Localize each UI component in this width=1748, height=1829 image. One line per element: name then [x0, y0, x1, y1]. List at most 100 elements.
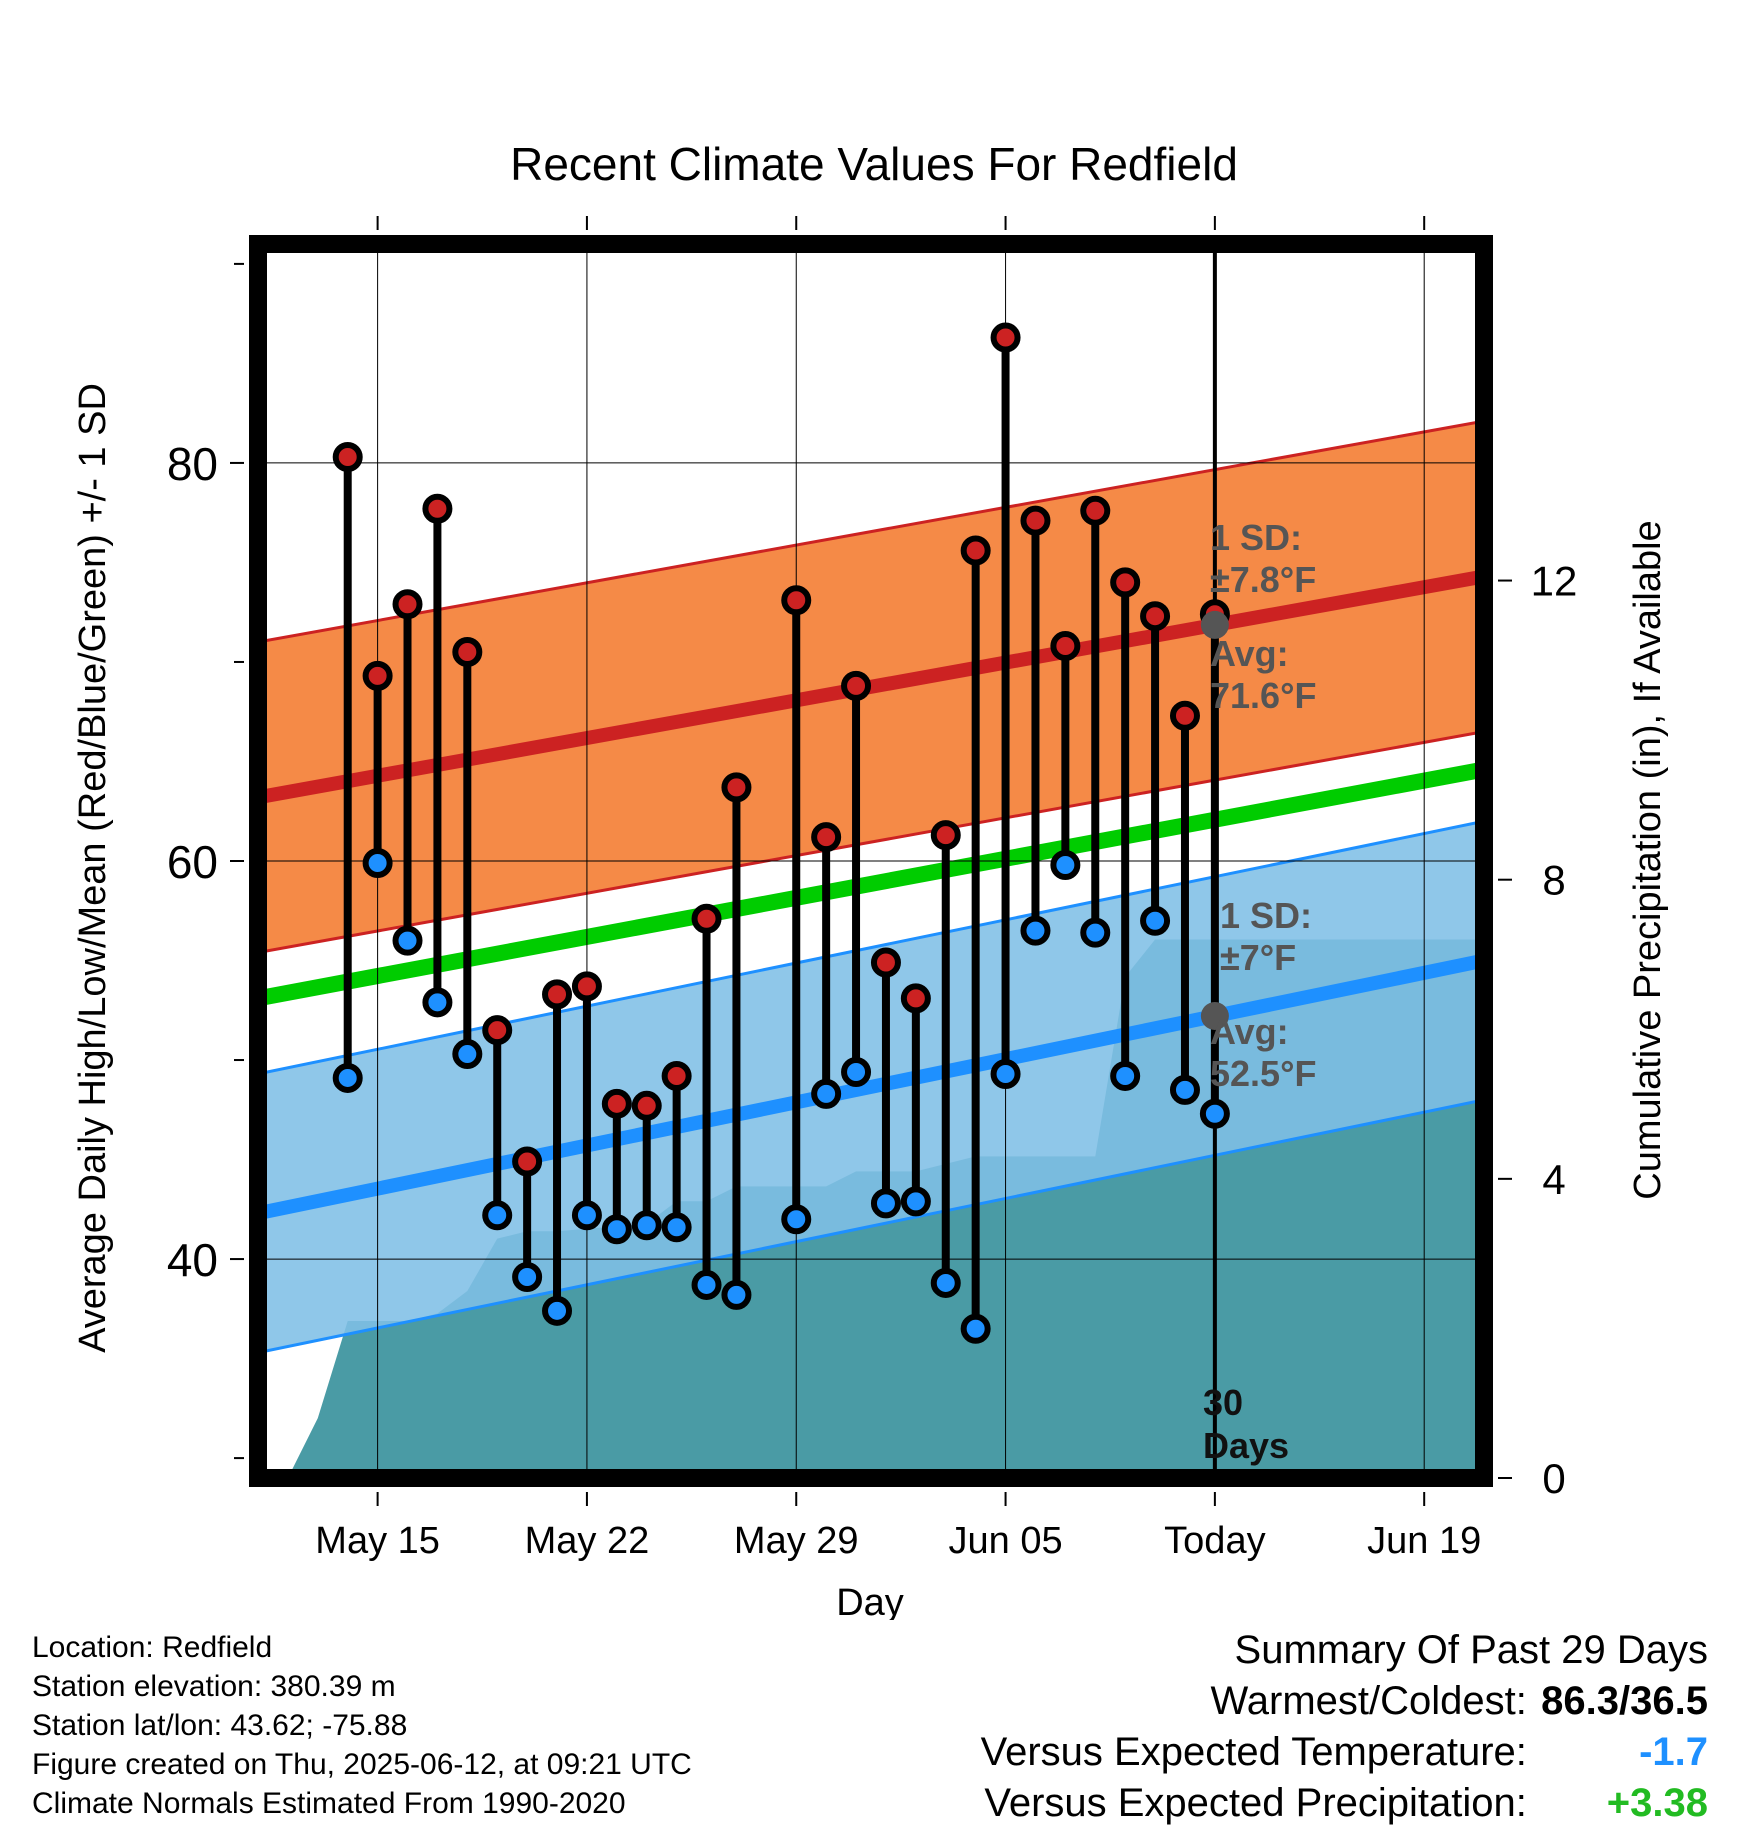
- daily-low-marker: [781, 1204, 812, 1235]
- daily-high-marker: [601, 1088, 632, 1119]
- station-info: Location: Redfield Station elevation: 38…: [32, 1628, 692, 1823]
- left-tick-label: 60: [167, 836, 218, 888]
- high-sd-band-lower-edge: [258, 730, 1484, 955]
- daily-high-marker: [482, 1015, 513, 1046]
- daily-high-marker: [1080, 495, 1111, 526]
- x-axis-label: Day: [836, 1582, 904, 1620]
- left-tick-label: 40: [167, 1234, 218, 1286]
- daily-low-marker: [332, 1062, 363, 1093]
- daily-high-marker: [362, 660, 393, 691]
- climate-chart: Recent Climate Values For Redfield 1 SD:…: [72, 138, 1669, 1620]
- daily-high-marker: [452, 637, 483, 668]
- daily-high-marker: [841, 670, 872, 701]
- chart-title: Recent Climate Values For Redfield: [510, 138, 1238, 190]
- today-days-label: Days: [1203, 1425, 1289, 1466]
- daily-low-marker: [542, 1295, 573, 1326]
- temp-label: Versus Expected Temperature:: [980, 1730, 1527, 1774]
- daily-high-marker: [422, 493, 453, 524]
- low-sd-value: ±7°F: [1220, 937, 1296, 978]
- temp-row: Versus Expected Temperature: -1.7: [981, 1727, 1708, 1778]
- daily-high-marker: [781, 585, 812, 616]
- daily-low-marker: [631, 1210, 662, 1241]
- summary-panel: Summary Of Past 29 Days Warmest/Coldest:…: [981, 1625, 1708, 1829]
- summary-title: Summary Of Past 29 Days: [1234, 1628, 1708, 1672]
- daily-low-marker: [601, 1214, 632, 1245]
- daily-high-marker: [870, 947, 901, 978]
- daily-high-marker: [990, 322, 1021, 353]
- warm-cold-row: Warmest/Coldest: 86.3/36.5: [981, 1676, 1709, 1727]
- x-tick-label: May 29: [734, 1520, 859, 1562]
- precip-label: Versus Expected Precipitation:: [984, 1781, 1527, 1825]
- right-tick-label: 4: [1542, 1156, 1565, 1203]
- x-tick-label: Jun 19: [1367, 1520, 1481, 1562]
- daily-high-marker: [900, 983, 931, 1014]
- daily-low-marker: [1169, 1074, 1200, 1105]
- daily-high-marker: [542, 979, 573, 1010]
- right-tick-label: 0: [1542, 1455, 1565, 1502]
- x-tick-label: May 22: [525, 1520, 650, 1562]
- x-tick-label: Jun 05: [949, 1520, 1063, 1562]
- daily-low-marker: [721, 1279, 752, 1310]
- location-text: Location: Redfield: [32, 1631, 273, 1664]
- daily-high-marker: [661, 1060, 692, 1091]
- daily-low-marker: [392, 925, 423, 956]
- daily-low-marker: [1050, 849, 1081, 880]
- warm-cold-value: 86.3/36.5: [1541, 1679, 1708, 1723]
- created-text: Figure created on Thu, 2025-06-12, at 09…: [32, 1748, 692, 1781]
- y-axis-left-label: Average Daily High/Low/Mean (Red/Blue/Gr…: [72, 383, 114, 1353]
- low-sd-label: 1 SD:: [1220, 895, 1312, 936]
- today-high-avg-marker: [1200, 610, 1229, 639]
- daily-high-marker: [512, 1146, 543, 1177]
- daily-high-marker: [811, 822, 842, 853]
- daily-low-marker: [661, 1212, 692, 1243]
- daily-high-marker: [1050, 631, 1081, 662]
- daily-low-marker: [1080, 917, 1111, 948]
- daily-high-marker: [930, 820, 961, 851]
- plot-inner: [258, 244, 1484, 1478]
- elevation-text: Station elevation: 380.39 m: [32, 1670, 396, 1703]
- high-sd-band-upper-edge: [258, 419, 1484, 644]
- daily-low-marker: [990, 1058, 1021, 1089]
- daily-low-marker: [1020, 915, 1051, 946]
- daily-high-marker: [691, 903, 722, 934]
- warm-cold-label: Warmest/Coldest:: [1210, 1679, 1527, 1723]
- low-avg-value: 52.5°F: [1210, 1053, 1316, 1094]
- daily-low-marker: [960, 1313, 991, 1344]
- daily-low-marker: [452, 1039, 483, 1070]
- today-days-number: 30: [1203, 1382, 1243, 1423]
- high-avg-value: 71.6°F: [1210, 675, 1316, 716]
- daily-low-marker: [691, 1269, 722, 1300]
- daily-low-marker: [422, 987, 453, 1018]
- daily-low-marker: [841, 1056, 872, 1087]
- daily-low-marker: [811, 1078, 842, 1109]
- daily-high-marker: [392, 589, 423, 620]
- low-sd-band-upper-edge: [258, 819, 1484, 1076]
- daily-high-marker: [631, 1090, 662, 1121]
- daily-low-marker: [1199, 1098, 1230, 1129]
- high-avg-label: Avg:: [1210, 633, 1289, 674]
- daily-low-marker: [571, 1200, 602, 1231]
- plot-frame: [249, 235, 1493, 1487]
- daily-high-marker: [332, 441, 363, 472]
- daily-low-marker: [930, 1267, 961, 1298]
- right-tick-label: 8: [1542, 857, 1565, 904]
- high-sd-label: 1 SD:: [1210, 517, 1302, 558]
- y-axis-right-label: Cumulative Precipitation (in), If Availa…: [1627, 520, 1669, 1199]
- low-sd-band-lower-edge: [258, 1098, 1484, 1355]
- temp-value: -1.7: [1639, 1730, 1708, 1774]
- daily-low-marker: [482, 1200, 513, 1231]
- mean-normal-line: [258, 761, 1484, 1007]
- daily-high-marker: [1140, 601, 1171, 632]
- today-low-avg-marker: [1200, 1002, 1229, 1031]
- daily-low-marker: [362, 847, 393, 878]
- daily-low-marker: [1110, 1060, 1141, 1091]
- precip-value: +3.38: [1606, 1781, 1708, 1825]
- low-sd-band-average-line: [258, 953, 1484, 1221]
- daily-high-marker: [960, 535, 991, 566]
- left-tick-label: 80: [167, 438, 218, 490]
- normals-text: Climate Normals Estimated From 1990-2020: [32, 1787, 626, 1820]
- daily-high-marker: [1020, 505, 1051, 536]
- x-tick-label: May 15: [315, 1520, 440, 1562]
- low-avg-label: Avg:: [1210, 1011, 1289, 1052]
